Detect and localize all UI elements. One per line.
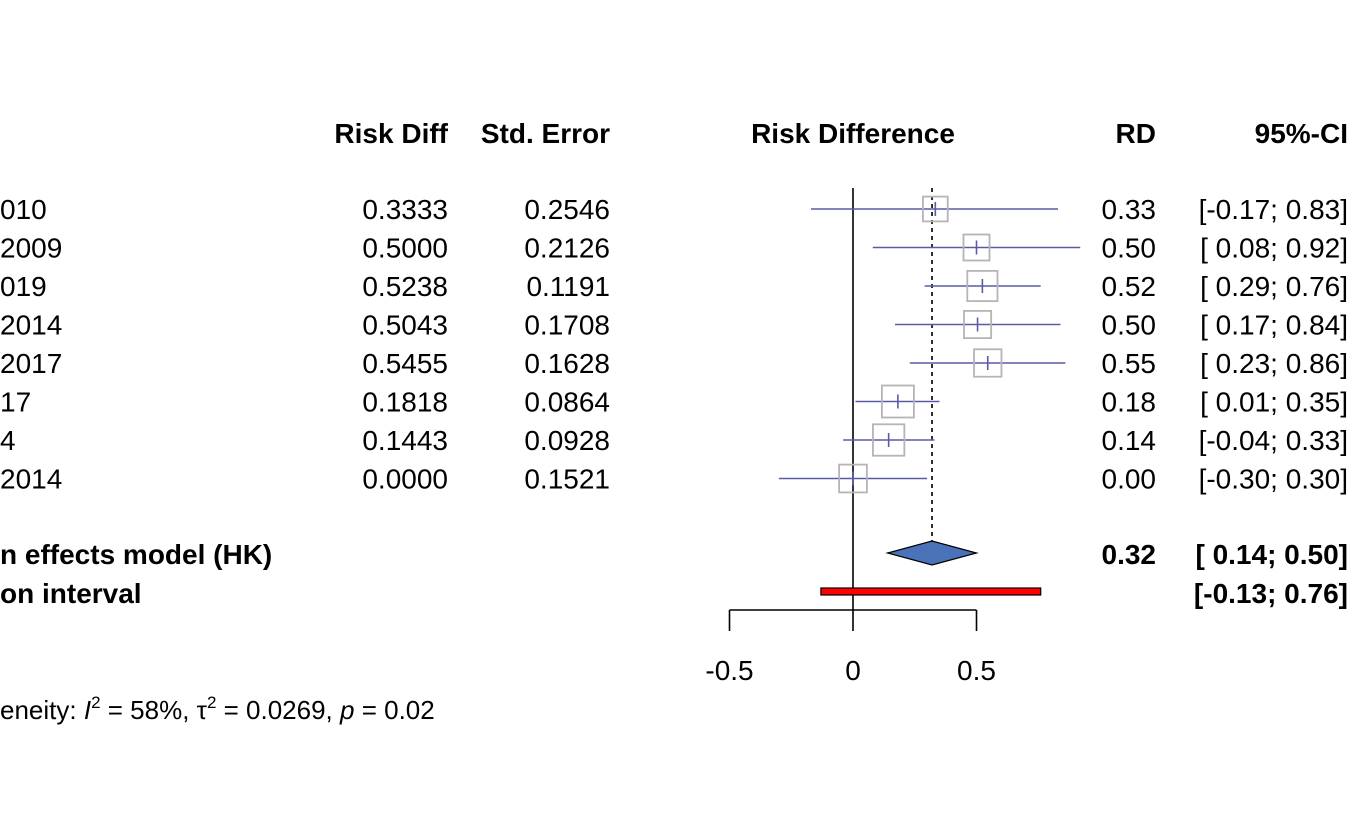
study-rd: 0.18 xyxy=(1102,387,1157,418)
study-risk-diff: 0.1443 xyxy=(362,425,448,456)
header-risk-diff: Risk Diff xyxy=(334,118,448,149)
study-ci: [ 0.29; 0.76] xyxy=(1200,271,1348,302)
study-weight-square xyxy=(881,384,915,419)
study-risk-diff: 0.5000 xyxy=(362,233,448,264)
study-weight-square xyxy=(973,348,1003,378)
study-ci: [-0.17; 0.83] xyxy=(1199,194,1348,225)
study-risk-diff: 0.5238 xyxy=(362,271,448,302)
pooled-rd: 0.32 xyxy=(1102,539,1157,570)
study-rd: 0.50 xyxy=(1102,233,1157,264)
study-label: 2017 xyxy=(0,348,62,379)
study-std-error: 0.2546 xyxy=(524,194,610,225)
study-label: 2009 xyxy=(0,233,62,264)
study-risk-diff: 0.0000 xyxy=(362,464,448,495)
heterogeneity-text: eneity: I2 = 58%, τ2 = 0.0269, p = 0.02 xyxy=(0,693,435,725)
header-ci: 95%-CI xyxy=(1255,118,1348,149)
study-rd: 0.55 xyxy=(1102,348,1157,379)
study-weight-square xyxy=(963,309,993,339)
study-rd: 0.14 xyxy=(1102,425,1157,456)
study-weight-square xyxy=(962,233,991,262)
study-std-error: 0.1628 xyxy=(524,348,610,379)
study-weight-square xyxy=(872,423,906,457)
study-rd: 0.50 xyxy=(1102,310,1157,341)
header-risk-difference: Risk Difference xyxy=(751,118,955,149)
study-weight-square xyxy=(922,195,949,223)
study-std-error: 0.0864 xyxy=(524,387,610,418)
header-std-error: Std. Error xyxy=(481,118,610,149)
study-label: 010 xyxy=(0,194,47,225)
study-rd: 0.33 xyxy=(1102,194,1157,225)
study-risk-diff: 0.5043 xyxy=(362,310,448,341)
study-ci: [ 0.23; 0.86] xyxy=(1200,348,1348,379)
x-axis: -0.5 0 0.5 xyxy=(705,609,996,686)
header-rd: RD xyxy=(1116,118,1156,149)
study-std-error: 0.1191 xyxy=(526,271,610,302)
study-std-error: 0.0928 xyxy=(524,425,610,456)
x-tick-label: 0.5 xyxy=(957,655,996,686)
study-ci: [ 0.08; 0.92] xyxy=(1200,233,1348,264)
study-ci: [-0.30; 0.30] xyxy=(1199,464,1348,495)
study-risk-diff: 0.1818 xyxy=(362,387,448,418)
study-ci: [-0.04; 0.33] xyxy=(1199,425,1348,456)
study-label: 2014 xyxy=(0,310,62,341)
study-label: 4 xyxy=(0,425,16,456)
study-std-error: 0.2126 xyxy=(524,233,610,264)
prediction-label: on interval xyxy=(0,578,142,609)
prediction-interval-bar xyxy=(820,587,1042,596)
study-ci: [ 0.01; 0.35] xyxy=(1200,387,1348,418)
pooled-ci: [ 0.14; 0.50] xyxy=(1195,539,1348,570)
study-label: 17 xyxy=(0,387,31,418)
study-weight-square xyxy=(966,269,999,302)
study-weight-square xyxy=(838,463,868,494)
x-tick-label: -0.5 xyxy=(705,655,753,686)
pooled-label: n effects model (HK) xyxy=(0,539,272,570)
study-rd: 0.52 xyxy=(1102,271,1157,302)
study-label: 019 xyxy=(0,271,47,302)
study-rd: 0.00 xyxy=(1102,464,1157,495)
study-risk-diff: 0.5455 xyxy=(362,348,448,379)
study-ci: [ 0.17; 0.84] xyxy=(1200,310,1348,341)
prediction-ci: [-0.13; 0.76] xyxy=(1194,578,1348,609)
study-risk-diff: 0.3333 xyxy=(362,194,448,225)
study-std-error: 0.1708 xyxy=(524,310,610,341)
study-label: 2014 xyxy=(0,464,62,495)
study-std-error: 0.1521 xyxy=(524,464,610,495)
pooled-diamond xyxy=(885,540,979,566)
x-tick-label: 0 xyxy=(845,655,861,686)
